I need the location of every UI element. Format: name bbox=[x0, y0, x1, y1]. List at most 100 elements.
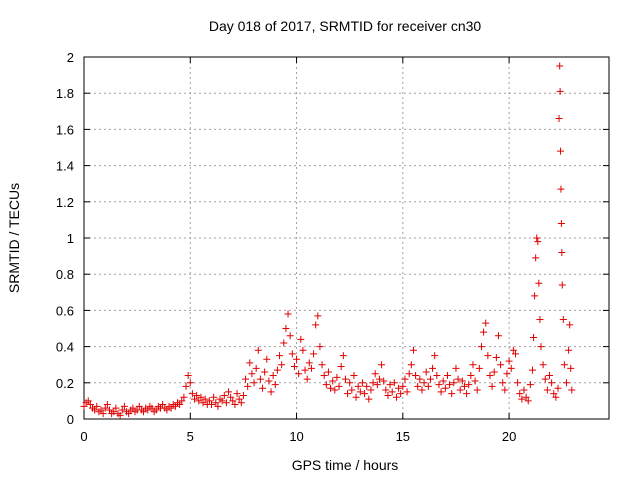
data-point-marker bbox=[528, 366, 536, 374]
data-point bbox=[276, 352, 284, 360]
data-point-marker bbox=[312, 321, 320, 329]
data-point bbox=[503, 370, 511, 378]
data-point bbox=[293, 355, 301, 363]
data-point bbox=[171, 402, 179, 410]
data-point bbox=[443, 372, 451, 380]
data-point-marker bbox=[422, 368, 430, 376]
data-point-marker bbox=[514, 379, 522, 387]
data-point bbox=[484, 352, 492, 360]
data-point-marker bbox=[356, 388, 364, 396]
data-point-marker bbox=[565, 346, 573, 354]
data-point bbox=[125, 410, 133, 418]
data-point-marker bbox=[454, 375, 462, 383]
data-point-marker bbox=[460, 382, 468, 390]
data-point bbox=[201, 395, 209, 403]
data-point-marker bbox=[256, 375, 264, 383]
data-point-marker bbox=[532, 254, 540, 262]
data-point-marker bbox=[416, 375, 424, 383]
data-point bbox=[371, 370, 379, 378]
data-point bbox=[112, 404, 120, 412]
data-point-marker bbox=[548, 379, 556, 387]
data-point-marker bbox=[91, 406, 99, 414]
data-point-marker bbox=[531, 292, 539, 300]
data-point-marker bbox=[375, 375, 383, 383]
data-point bbox=[556, 87, 564, 95]
data-point-marker bbox=[484, 352, 492, 360]
data-point bbox=[361, 390, 369, 398]
data-point bbox=[278, 361, 286, 369]
data-point-marker bbox=[568, 386, 576, 394]
data-point bbox=[490, 368, 498, 376]
data-point-marker bbox=[380, 377, 388, 385]
data-point bbox=[492, 353, 500, 361]
data-point bbox=[337, 363, 345, 371]
data-point-marker bbox=[558, 248, 566, 256]
data-point bbox=[86, 401, 94, 409]
data-point-marker bbox=[199, 399, 207, 407]
data-point-marker bbox=[554, 384, 562, 392]
data-point-marker bbox=[242, 375, 250, 383]
data-point bbox=[329, 377, 337, 385]
data-point bbox=[144, 406, 152, 414]
data-point-marker bbox=[352, 393, 360, 401]
data-point-marker bbox=[129, 404, 137, 412]
data-point-marker bbox=[437, 388, 445, 396]
data-point bbox=[475, 364, 483, 372]
data-point bbox=[348, 386, 356, 394]
data-point bbox=[550, 390, 558, 398]
data-point-marker bbox=[112, 404, 120, 412]
data-point bbox=[205, 397, 213, 405]
data-point bbox=[271, 381, 279, 389]
data-point bbox=[545, 372, 553, 380]
data-point bbox=[116, 411, 124, 419]
data-point-marker bbox=[557, 220, 565, 228]
data-point bbox=[248, 370, 256, 378]
data-point-marker bbox=[152, 406, 160, 414]
data-point-marker bbox=[184, 372, 192, 380]
data-point-marker bbox=[552, 393, 560, 401]
data-point bbox=[465, 381, 473, 389]
data-point-marker bbox=[397, 390, 405, 398]
data-point bbox=[318, 361, 326, 369]
data-point bbox=[528, 366, 536, 374]
data-point-marker bbox=[499, 379, 507, 387]
data-point bbox=[536, 315, 544, 323]
data-point-marker bbox=[490, 368, 498, 376]
data-point bbox=[469, 361, 477, 369]
data-point bbox=[450, 379, 458, 387]
data-point bbox=[365, 395, 373, 403]
data-point bbox=[314, 312, 322, 320]
data-point bbox=[197, 393, 205, 401]
data-point-marker bbox=[144, 406, 152, 414]
data-point-marker bbox=[448, 390, 456, 398]
data-point-marker bbox=[333, 373, 341, 381]
data-point-marker bbox=[452, 364, 460, 372]
data-point bbox=[231, 401, 239, 409]
data-point-marker bbox=[471, 377, 479, 385]
data-point-marker bbox=[371, 370, 379, 378]
data-point bbox=[84, 397, 92, 405]
data-point bbox=[488, 382, 496, 390]
data-point bbox=[99, 410, 107, 418]
data-point-marker bbox=[414, 382, 422, 390]
data-point-marker bbox=[278, 361, 286, 369]
data-point bbox=[501, 386, 509, 394]
data-point bbox=[254, 346, 262, 354]
data-point bbox=[499, 379, 507, 387]
data-point bbox=[520, 386, 528, 394]
y-axis-label: SRMTID / TECUs bbox=[6, 183, 22, 293]
data-point-marker bbox=[365, 395, 373, 403]
data-point bbox=[118, 406, 126, 414]
data-point-marker bbox=[140, 408, 148, 416]
y-tick-label: 0.2 bbox=[56, 376, 74, 391]
data-point-marker bbox=[441, 384, 449, 392]
data-point bbox=[539, 361, 547, 369]
data-point bbox=[530, 334, 538, 342]
data-point bbox=[246, 359, 254, 367]
data-point bbox=[199, 399, 207, 407]
data-point-marker bbox=[303, 375, 311, 383]
data-point bbox=[303, 375, 311, 383]
data-point bbox=[120, 402, 128, 410]
data-point bbox=[532, 254, 540, 262]
data-point bbox=[242, 375, 250, 383]
